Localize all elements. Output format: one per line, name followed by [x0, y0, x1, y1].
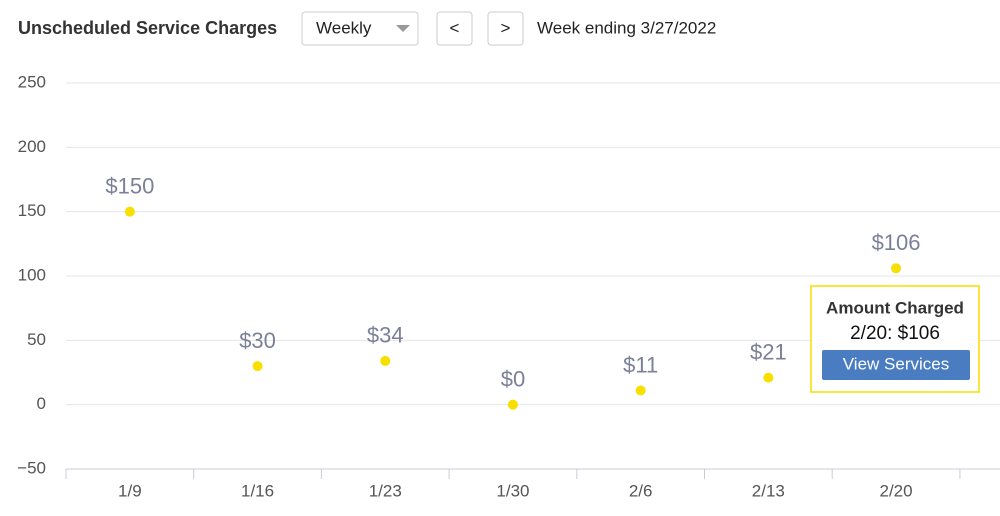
y-tick-label: 50 [27, 330, 46, 349]
x-tick-label: 2/13 [752, 481, 785, 500]
y-tick-label: 250 [18, 72, 46, 91]
x-tick-label: 2/6 [629, 481, 653, 500]
x-tick-label: 1/23 [369, 481, 402, 500]
y-tick-label: −50 [17, 458, 46, 477]
x-tick-label: 1/9 [118, 481, 142, 500]
tooltip-title: Amount Charged [826, 298, 964, 317]
y-tick-label: 100 [18, 265, 46, 284]
data-point [507, 399, 518, 410]
data-label: $150 [105, 173, 154, 198]
dropdown-arrow [396, 25, 410, 32]
period-value: Weekly [316, 18, 372, 37]
data-point [891, 263, 902, 274]
x-tick-label: 2/20 [880, 481, 913, 500]
view-services-label: View Services [843, 354, 949, 373]
next-button[interactable] [487, 11, 524, 46]
x-tick-label: 1/30 [496, 481, 529, 500]
widget-title: Unscheduled Service Charges [18, 18, 277, 38]
data-point [124, 206, 135, 217]
data-point [380, 355, 391, 366]
data-label: $11 [623, 352, 658, 377]
plot: −50 0 50 100 150 200 250 1/9 1/16 1/23 1/30 2/6 2/13… [17, 72, 1000, 500]
data-label: $30 [239, 328, 276, 353]
data-point [252, 361, 263, 372]
y-tick-label: 200 [18, 137, 46, 156]
prev-button[interactable] [436, 11, 473, 46]
week-label: Week ending 3/27/2022 [537, 18, 716, 37]
x-tick-label: 1/16 [241, 481, 274, 500]
next-label: > [501, 18, 511, 37]
data-label: $34 [367, 323, 404, 348]
data-label: $0 [501, 366, 525, 391]
data-label: $106 [872, 230, 921, 255]
data-point [763, 372, 774, 383]
period-dropdown[interactable] [301, 11, 419, 46]
y-tick-label: 0 [37, 394, 46, 413]
tooltip: Amount Charged 2/20: $106 View Services [810, 285, 980, 393]
data-point [635, 385, 646, 396]
y-tick-label: 150 [18, 201, 46, 220]
view-services-button[interactable] [822, 350, 970, 380]
prev-label: < [450, 18, 460, 37]
data-label: $21 [750, 339, 787, 364]
tooltip-text: 2/20: $106 [850, 323, 940, 344]
